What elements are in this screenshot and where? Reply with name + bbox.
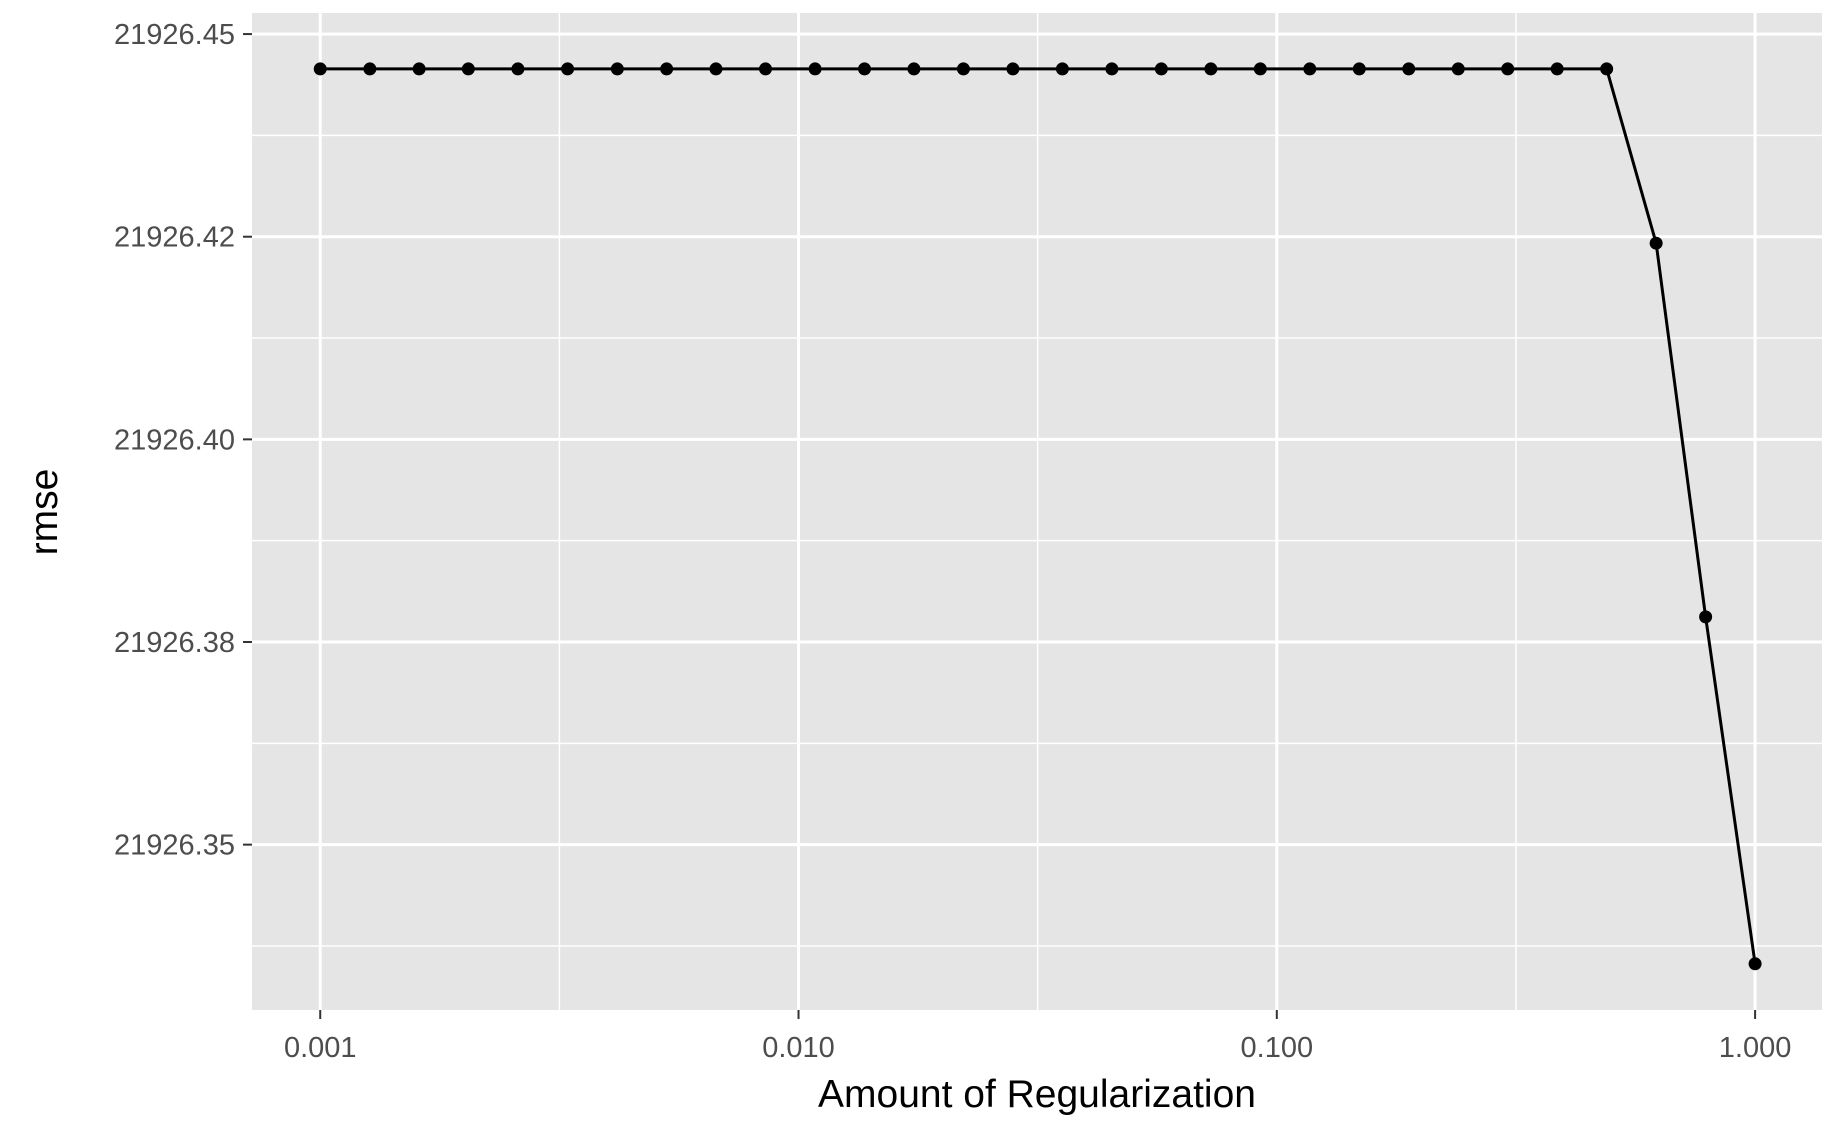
series-line <box>320 67 1757 965</box>
data-point <box>1550 62 1564 76</box>
data-point <box>1649 236 1663 250</box>
data-point <box>956 62 970 76</box>
data-point <box>461 62 475 76</box>
data-point <box>758 62 772 76</box>
data-point <box>1699 610 1713 624</box>
data-point <box>1402 62 1416 76</box>
y-tick-label: 21926.35 <box>114 830 235 862</box>
data-point <box>511 62 525 76</box>
data-point <box>412 62 426 76</box>
x-axis-ticks: 0.001 0.010 0.100 1.000 <box>284 1010 1791 1064</box>
data-point <box>1748 957 1762 971</box>
data-point <box>363 62 377 76</box>
data-point <box>1600 62 1614 76</box>
minor-gridlines <box>252 13 1822 1010</box>
y-axis-title: rmse <box>23 469 66 556</box>
x-axis-title: Amount of Regularization <box>818 1073 1256 1116</box>
data-point <box>1055 62 1069 76</box>
data-point <box>1006 62 1020 76</box>
data-point <box>1105 62 1119 76</box>
y-axis-ticks: 21926.35 21926.38 21926.40 21926.42 21926.45 <box>114 19 252 862</box>
data-point <box>610 62 624 76</box>
data-point <box>1352 62 1366 76</box>
y-tick-label: 21926.42 <box>114 222 235 254</box>
data-point <box>561 62 575 76</box>
data-point <box>1501 62 1515 76</box>
data-point <box>1204 62 1218 76</box>
data-point <box>709 62 723 76</box>
data-point <box>313 62 327 76</box>
x-tick-label: 0.001 <box>284 1032 357 1064</box>
y-tick-label: 21926.40 <box>114 424 235 456</box>
data-point <box>858 62 872 76</box>
data-point <box>1253 62 1267 76</box>
data-points <box>313 62 1762 971</box>
y-tick-label: 21926.38 <box>114 627 235 659</box>
x-tick-label: 0.100 <box>1241 1032 1314 1064</box>
data-point <box>808 62 822 76</box>
data-point <box>907 62 921 76</box>
data-point <box>1154 62 1168 76</box>
major-gridlines <box>252 13 1822 1010</box>
x-tick-label: 0.010 <box>762 1032 835 1064</box>
x-tick-label: 1.000 <box>1719 1032 1792 1064</box>
y-tick-label: 21926.45 <box>114 19 235 51</box>
data-point <box>660 62 674 76</box>
data-point <box>1451 62 1465 76</box>
data-point <box>1303 62 1317 76</box>
